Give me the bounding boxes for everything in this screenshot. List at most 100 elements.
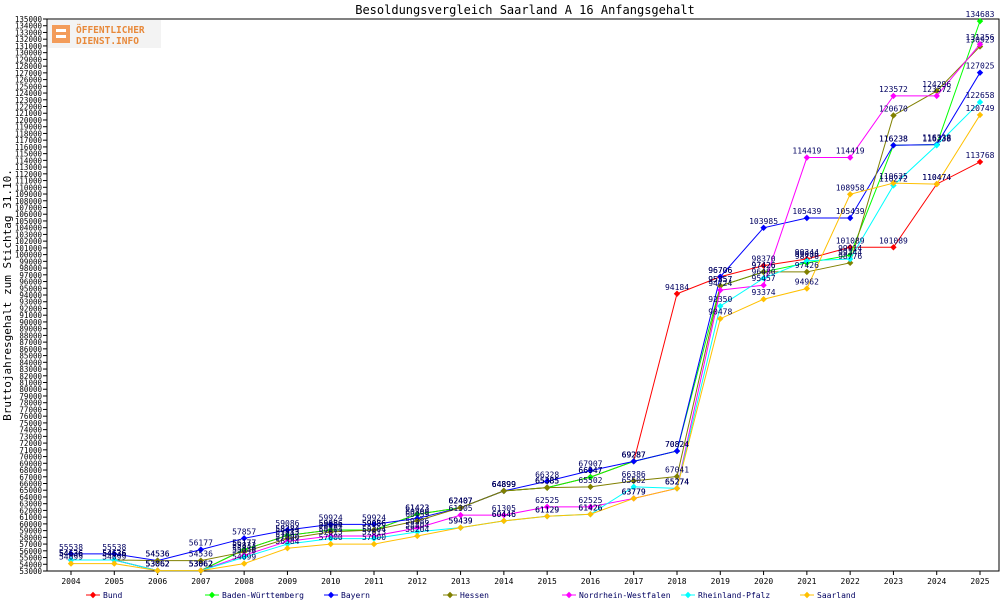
data-label: 54099 xyxy=(232,553,256,562)
data-label: 110474 xyxy=(922,173,951,182)
data-point xyxy=(717,286,724,294)
data-label: 62407 xyxy=(449,497,473,506)
y-tick-label: 83000 xyxy=(19,365,42,374)
y-tick-label: 99000 xyxy=(19,257,42,266)
y-tick-label: 125000 xyxy=(15,82,43,91)
data-label: 54636 xyxy=(59,549,83,558)
legend-swatch-marker xyxy=(208,591,216,599)
data-point xyxy=(284,540,291,548)
data-point xyxy=(890,92,897,100)
legend-swatch-marker xyxy=(565,591,573,599)
data-point xyxy=(673,485,681,492)
legend-item: Saarland xyxy=(800,591,856,600)
y-tick-label: 67000 xyxy=(19,473,42,482)
data-label: 98776 xyxy=(838,252,862,261)
data-label: 65274 xyxy=(665,477,689,486)
data-label: 64899 xyxy=(492,480,516,489)
y-tick-label: 127000 xyxy=(15,69,43,78)
data-label: 60809 xyxy=(405,507,429,516)
data-label: 98776 xyxy=(795,252,819,261)
y-tick-label: 55000 xyxy=(19,554,42,563)
data-label: 93374 xyxy=(752,288,776,297)
data-point xyxy=(500,517,508,525)
data-label: 56384 xyxy=(275,537,299,546)
x-axis-ticks: 2004 2005 2006 2007 2008 2009 2010 2011 2012 2013… xyxy=(61,571,990,586)
data-point xyxy=(976,69,984,76)
data-label: 67041 xyxy=(665,465,689,474)
data-point xyxy=(370,540,378,548)
data-label: 59439 xyxy=(449,517,473,526)
data-label: 57000 xyxy=(275,533,299,542)
data-point xyxy=(760,224,767,231)
data-label: 127025 xyxy=(966,62,995,71)
legend-swatch-marker xyxy=(446,591,454,599)
data-label: 67907 xyxy=(578,460,602,469)
data-point xyxy=(803,257,811,264)
y-tick-label: 121000 xyxy=(15,109,43,118)
y-tick-label: 107000 xyxy=(15,203,43,212)
y-tick-label: 63000 xyxy=(19,500,42,509)
y-tick-label: 116000 xyxy=(15,143,43,152)
y-tick-label: 53000 xyxy=(19,567,42,576)
data-point xyxy=(154,557,161,564)
y-tick-label: 87000 xyxy=(19,338,42,347)
data-point xyxy=(630,495,637,502)
data-label: 53062 xyxy=(146,560,170,569)
series-line xyxy=(71,43,981,572)
data-label: 123572 xyxy=(879,85,908,94)
data-label: 113768 xyxy=(966,151,995,160)
y-tick-label: 69000 xyxy=(19,459,42,468)
legend-label: Nordrhein-Westfalen xyxy=(579,591,671,600)
data-label: 110272 xyxy=(879,174,908,183)
data-label: 58204 xyxy=(362,525,386,534)
x-tick-label: 2016 xyxy=(581,577,600,586)
data-point xyxy=(414,524,421,532)
y-tick-label: 133000 xyxy=(15,28,43,37)
data-label: 54636 xyxy=(102,549,126,558)
x-tick-label: 2017 xyxy=(624,577,643,586)
y-tick-label: 134000 xyxy=(15,22,43,31)
data-label: 62525 xyxy=(578,496,602,505)
data-label: 55538 xyxy=(102,543,126,552)
data-point xyxy=(457,524,464,531)
legend-swatch-marker xyxy=(803,591,811,599)
data-point xyxy=(933,92,940,100)
data-label: 54536 xyxy=(189,550,213,559)
data-point xyxy=(933,87,940,95)
data-label: 94184 xyxy=(665,283,689,292)
y-tick-label: 70000 xyxy=(19,453,42,462)
data-label: 60459 xyxy=(405,510,429,519)
legend-label: Bayern xyxy=(341,591,370,600)
y-tick-label: 126000 xyxy=(15,76,43,85)
y-tick-label: 93000 xyxy=(19,298,42,307)
data-point xyxy=(67,556,75,564)
data-point xyxy=(760,281,767,289)
data-label: 130923 xyxy=(966,35,995,44)
data-point xyxy=(284,526,291,534)
data-label: 59386 xyxy=(405,517,429,526)
data-point xyxy=(240,535,248,542)
y-tick-label: 88000 xyxy=(19,331,42,340)
data-point xyxy=(846,214,854,222)
data-label: 92350 xyxy=(708,295,732,304)
y-tick-label: 131000 xyxy=(15,42,43,51)
data-point xyxy=(111,550,118,558)
data-point xyxy=(890,112,897,119)
data-label: 53062 xyxy=(189,560,213,569)
x-tick-label: 2013 xyxy=(451,577,470,586)
data-label: 57813 xyxy=(319,528,343,537)
y-tick-label: 79000 xyxy=(19,392,42,401)
data-point xyxy=(327,535,334,542)
data-label: 54636 xyxy=(59,549,83,558)
data-point xyxy=(587,511,594,518)
y-tick-label: 108000 xyxy=(15,197,43,206)
legend-item: Nordrhein-Westfalen xyxy=(562,591,671,600)
chart-title: Besoldungsvergleich Saarland A 16 Anfang… xyxy=(355,3,695,17)
y-tick-label: 59000 xyxy=(19,527,42,536)
data-label: 58204 xyxy=(405,525,429,534)
y-tick-label: 92000 xyxy=(19,304,42,313)
x-tick-label: 2006 xyxy=(148,577,167,586)
data-label: 53062 xyxy=(189,560,213,569)
data-label: 61305 xyxy=(449,504,473,513)
data-point xyxy=(414,532,421,540)
